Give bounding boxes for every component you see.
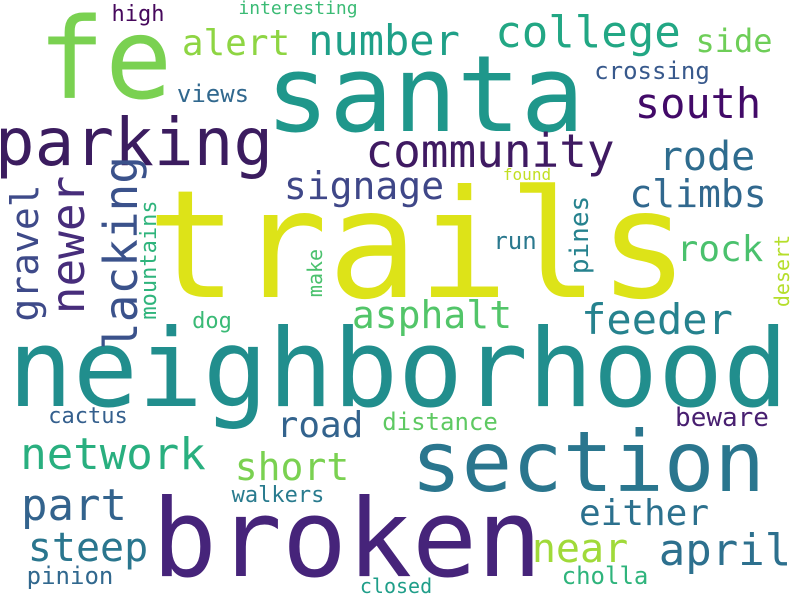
word-parking: parking	[0, 104, 274, 181]
word-high: high	[111, 2, 165, 27]
word-cholla: cholla	[561, 562, 649, 590]
word-desert: desert	[770, 234, 794, 308]
word-rock: rock	[676, 229, 764, 270]
word-college: college	[495, 7, 681, 58]
word-community: community	[365, 124, 615, 178]
word-signage: signage	[283, 164, 445, 208]
word-rode: rode	[658, 134, 756, 180]
word-south: south	[634, 79, 762, 128]
word-fe: fe	[37, 0, 173, 125]
word-network: network	[20, 429, 206, 480]
word-neighborhood: neighborhood	[7, 307, 789, 432]
word-dog: dog	[192, 309, 232, 334]
word-santa: santa	[265, 33, 585, 156]
word-part: part	[21, 480, 127, 531]
word-mountains: mountains	[137, 200, 162, 320]
word-side: side	[695, 22, 773, 60]
word-run: run	[493, 227, 537, 255]
word-april: april	[658, 525, 792, 576]
word-walkers: walkers	[231, 483, 325, 508]
word-short: short	[234, 445, 350, 489]
word-pines: pines	[565, 195, 595, 275]
word-trails: trails	[147, 159, 689, 333]
word-distance: distance	[382, 408, 498, 436]
word-feeder: feeder	[581, 295, 733, 344]
word-views: views	[176, 80, 250, 108]
word-make: make	[303, 248, 327, 298]
word-pinion: pinion	[26, 562, 114, 590]
word-steep: steep	[27, 525, 149, 571]
word-road: road	[276, 405, 364, 446]
word-closed: closed	[359, 574, 433, 598]
word-crossing: crossing	[594, 57, 710, 85]
word-section: section	[410, 413, 766, 511]
word-newer: newer	[41, 175, 95, 315]
word-alert: alert	[181, 23, 291, 64]
word-climbs: climbs	[629, 172, 767, 216]
word-found: found	[502, 165, 552, 184]
word-beware: beware	[675, 403, 769, 433]
word-gravel: gravel	[3, 184, 47, 322]
word-interesting: interesting	[238, 0, 358, 19]
word-either: either	[578, 493, 710, 534]
word-broken: broken	[151, 477, 543, 600]
word-cactus: cactus	[48, 404, 128, 429]
word-asphalt: asphalt	[351, 293, 513, 337]
word-near: near	[531, 526, 629, 572]
word-number: number	[308, 16, 460, 65]
